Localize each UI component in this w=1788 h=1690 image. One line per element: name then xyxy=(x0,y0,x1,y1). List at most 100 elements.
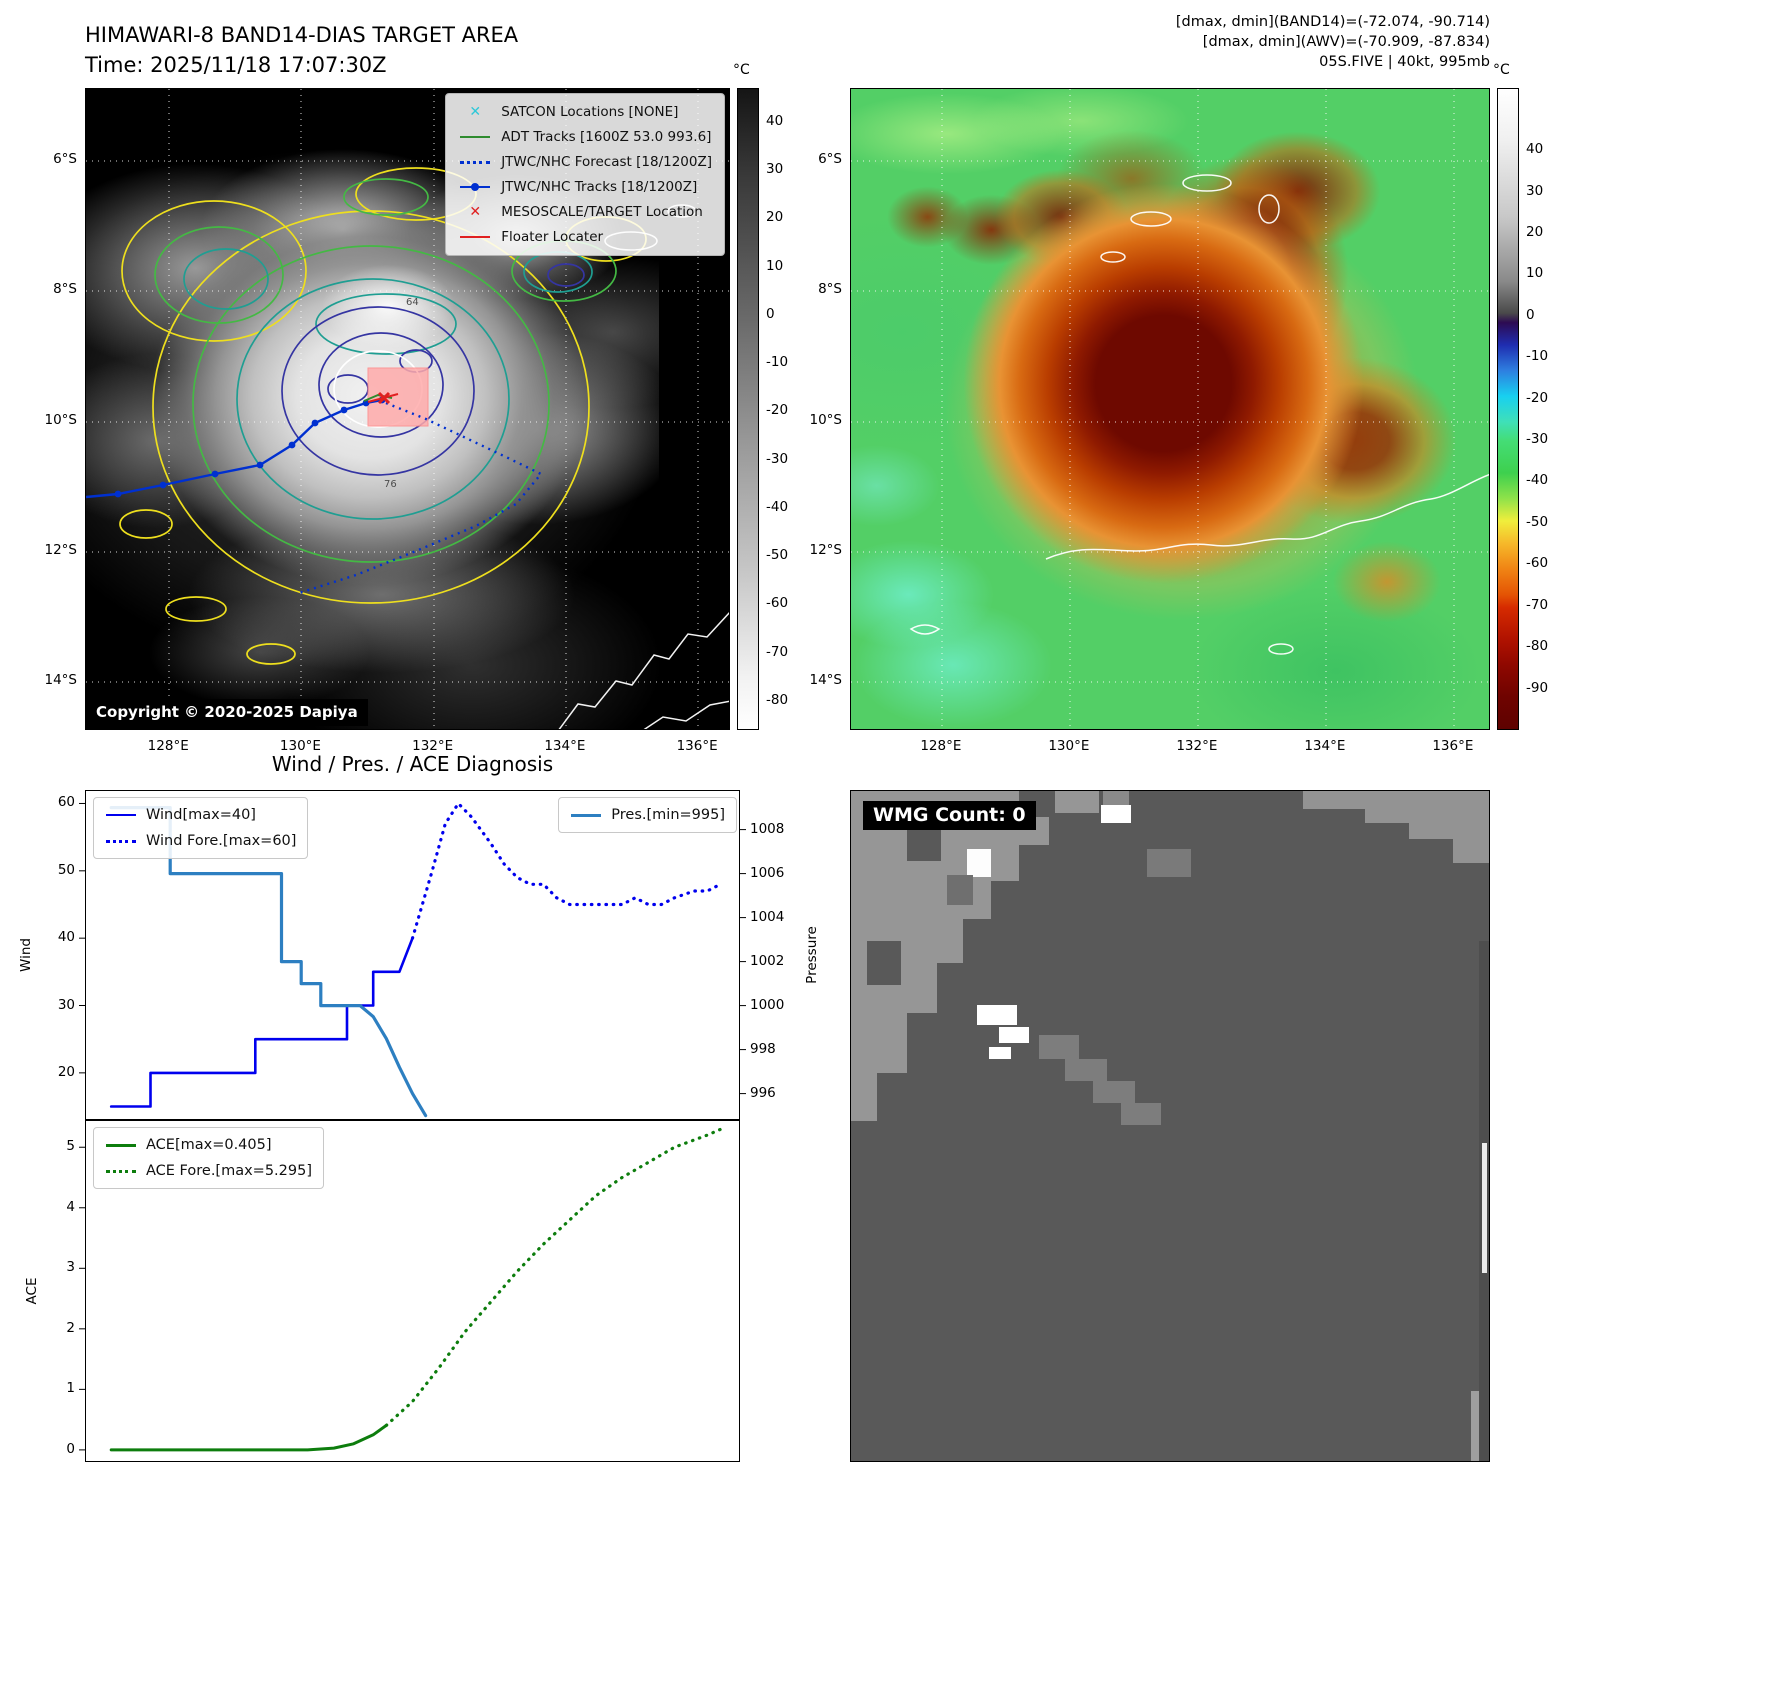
legend-item: ✕ MESOSCALE/TARGET Location xyxy=(458,202,712,222)
y2-tick-label: 1002 xyxy=(750,952,785,969)
wmg-map: WMG Count: 0 xyxy=(850,790,1490,1462)
band14-overlay: 64 76 xyxy=(86,89,729,729)
x-tick-label: 132°E xyxy=(1176,738,1218,754)
awv-map xyxy=(850,88,1490,730)
x-tick-label: 136°E xyxy=(1432,738,1474,754)
legend-item: Wind Fore.[max=60] xyxy=(105,831,296,851)
legend-item-label: Wind Fore.[max=60] xyxy=(146,833,297,849)
line-marker-icon xyxy=(458,182,492,192)
awv-colorbar xyxy=(1497,88,1519,730)
colorbar-tick-label: 10 xyxy=(766,257,784,274)
awv-colorbar-unit: °C xyxy=(1493,62,1510,78)
line-marker-icon xyxy=(105,1169,137,1173)
colorbar-tick-label: -40 xyxy=(1526,472,1549,489)
y-tick-label: 12°S xyxy=(44,541,78,558)
wmg-pixel-map xyxy=(851,791,1489,1461)
colorbar-tick-label: 30 xyxy=(1526,182,1544,199)
wind-axis-label: Wind xyxy=(18,938,34,972)
series-wind-fore-max-60- xyxy=(410,801,723,940)
band14-colorbar xyxy=(737,88,759,730)
colorbar-tick-label: 0 xyxy=(766,305,775,322)
legend-item: JTWC/NHC Forecast [18/1200Z] xyxy=(458,152,712,172)
line-marker-icon xyxy=(458,136,492,138)
colorbar-tick-label: 20 xyxy=(766,209,784,226)
coastlines xyxy=(909,174,1489,655)
legend-item-label: ADT Tracks [1600Z 53.0 993.6] xyxy=(501,129,712,145)
awv-info-line: [dmax, dmin](BAND14)=(-72.074, -90.714) xyxy=(1175,14,1490,30)
colorbar-tick-label: -60 xyxy=(1526,555,1549,572)
legend-item-label: Wind[max=40] xyxy=(146,807,256,823)
awv-info-block: [dmax, dmin](BAND14)=(-72.074, -90.714) … xyxy=(1176,12,1490,72)
temperature-contours: 64 76 xyxy=(119,167,647,665)
y2-tick-label: 998 xyxy=(750,1040,776,1057)
y2-tick-label: 1006 xyxy=(750,864,785,881)
copyright-label: Copyright © 2020-2025 Dapiya xyxy=(86,699,368,726)
legend-item-label: Floater Locater xyxy=(501,229,604,245)
colorbar-tick-label: -90 xyxy=(1526,679,1549,696)
colorbar-tick-label: -40 xyxy=(766,498,789,515)
colorbar-tick-label: -20 xyxy=(766,402,789,419)
y-tick-label: 8°S xyxy=(53,281,77,298)
band14-map: 64 76 ✕ SATCON Locations xyxy=(85,88,730,730)
y-tick-label: 20 xyxy=(57,1063,75,1080)
colorbar-tick-label: 0 xyxy=(1526,306,1535,323)
y-tick-label: 14°S xyxy=(44,672,78,689)
chart-legend: Pres.[min=995] xyxy=(558,797,737,833)
y-tick-label: 12°S xyxy=(809,541,843,558)
wind-pressure-chart: 20 30 40 50 60 996 998 1000 1002 1004 1006 1008 Wind… xyxy=(58,790,784,1120)
x-tick-label: 128°E xyxy=(147,738,189,754)
colorbar-tick-label: -50 xyxy=(766,547,789,564)
x-marker-icon: ✕ xyxy=(469,204,482,220)
colorbar-tick-label: 40 xyxy=(1526,141,1544,158)
y-tick-label: 30 xyxy=(57,996,75,1013)
contour-label: 64 xyxy=(406,297,419,308)
chart-legend: Wind[max=40] Wind Fore.[max=60] xyxy=(93,797,309,859)
legend-item: Wind[max=40] xyxy=(105,805,296,825)
x-tick-label: 134°E xyxy=(1304,738,1346,754)
y-tick-label: 6°S xyxy=(53,150,77,167)
wmg-count-badge: WMG Count: 0 xyxy=(863,801,1036,830)
legend-item: Floater Locater xyxy=(458,227,712,247)
line-marker-icon xyxy=(105,1143,137,1147)
y-tick-label: 0 xyxy=(66,1440,75,1457)
series-ace-max-0-405- xyxy=(109,1423,388,1452)
series-ace-fore-max-5-295- xyxy=(384,1127,723,1427)
y-tick-label: 3 xyxy=(66,1259,75,1276)
y-tick-label: 4 xyxy=(66,1198,75,1215)
legend-item-label: Pres.[min=995] xyxy=(611,807,725,823)
colorbar-tick-label: -60 xyxy=(766,595,789,612)
y-tick-label: 2 xyxy=(66,1319,75,1336)
x-tick-label: 134°E xyxy=(544,738,586,754)
series-wind-max-40- xyxy=(109,936,414,1108)
colorbar-tick-label: -70 xyxy=(1526,596,1549,613)
ace-axis-label: ACE xyxy=(24,1277,40,1305)
colorbar-tick-label: 10 xyxy=(1526,265,1544,282)
mesoscale-target-box xyxy=(367,367,429,427)
colorbar-tick-label: -70 xyxy=(766,643,789,660)
colorbar-tick-label: -10 xyxy=(1526,348,1549,365)
y-tick-label: 60 xyxy=(57,794,75,811)
colorbar-tick-label: 20 xyxy=(1526,223,1544,240)
y-tick-label: 8°S xyxy=(818,281,842,298)
mesoscale-target-marker xyxy=(377,391,391,405)
legend-item-label: JTWC/NHC Tracks [18/1200Z] xyxy=(501,179,698,195)
y-tick-label: 10°S xyxy=(809,411,843,428)
diagnosis-title: Wind / Pres. / ACE Diagnosis xyxy=(271,752,554,776)
band14-colorbar-unit: °C xyxy=(733,62,750,78)
legend-item: JTWC/NHC Tracks [18/1200Z] xyxy=(458,177,712,197)
x-tick-label: 136°E xyxy=(676,738,718,754)
y-tick-label: 10°S xyxy=(44,411,78,428)
line-marker-icon xyxy=(570,813,602,817)
series-pres-min-995- xyxy=(109,806,428,1118)
legend-item: ADT Tracks [1600Z 53.0 993.6] xyxy=(458,127,712,147)
wind-pressure-plot xyxy=(79,790,746,1120)
colorbar-tick-label: -80 xyxy=(1526,638,1549,655)
legend-item-label: ACE Fore.[max=5.295] xyxy=(146,1163,312,1179)
x-marker-icon: ✕ xyxy=(469,104,482,120)
awv-info-line: 05S.FIVE | 40kt, 995mb xyxy=(1319,54,1490,70)
x-tick-label: 130°E xyxy=(1048,738,1090,754)
colorbar-tick-label: 40 xyxy=(766,112,784,129)
y2-tick-label: 1000 xyxy=(750,996,785,1013)
band14-title-block: HIMAWARI-8 BAND14-DIAS TARGET AREA Time:… xyxy=(85,20,518,80)
